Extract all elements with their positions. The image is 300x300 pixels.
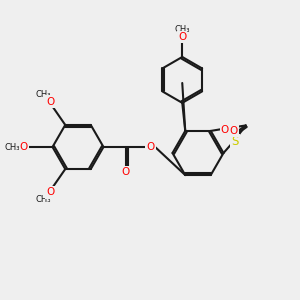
Text: O: O — [122, 167, 130, 177]
Text: CH₃: CH₃ — [36, 196, 51, 205]
Text: O: O — [178, 32, 186, 42]
Text: CH₃: CH₃ — [35, 89, 50, 98]
Text: O: O — [20, 142, 28, 152]
Text: O: O — [20, 142, 28, 152]
Text: S: S — [231, 135, 239, 148]
Text: O: O — [46, 188, 54, 197]
Text: O: O — [230, 126, 238, 136]
Text: O: O — [230, 126, 238, 136]
Text: O: O — [221, 125, 229, 135]
Text: O: O — [46, 97, 54, 106]
Text: CH₃: CH₃ — [175, 25, 190, 34]
Text: CH₃: CH₃ — [6, 142, 21, 152]
Text: O: O — [46, 97, 54, 106]
Text: O: O — [122, 167, 130, 177]
Text: CH₃: CH₃ — [175, 25, 190, 34]
Text: O: O — [146, 142, 155, 152]
Text: O: O — [178, 32, 186, 42]
Text: O: O — [221, 125, 229, 135]
Text: O: O — [46, 188, 54, 197]
Text: CH₃: CH₃ — [36, 196, 51, 205]
Text: CH₃: CH₃ — [4, 142, 20, 152]
Text: CH₃: CH₃ — [36, 89, 51, 98]
Text: O: O — [146, 142, 155, 152]
Text: S: S — [231, 135, 239, 148]
